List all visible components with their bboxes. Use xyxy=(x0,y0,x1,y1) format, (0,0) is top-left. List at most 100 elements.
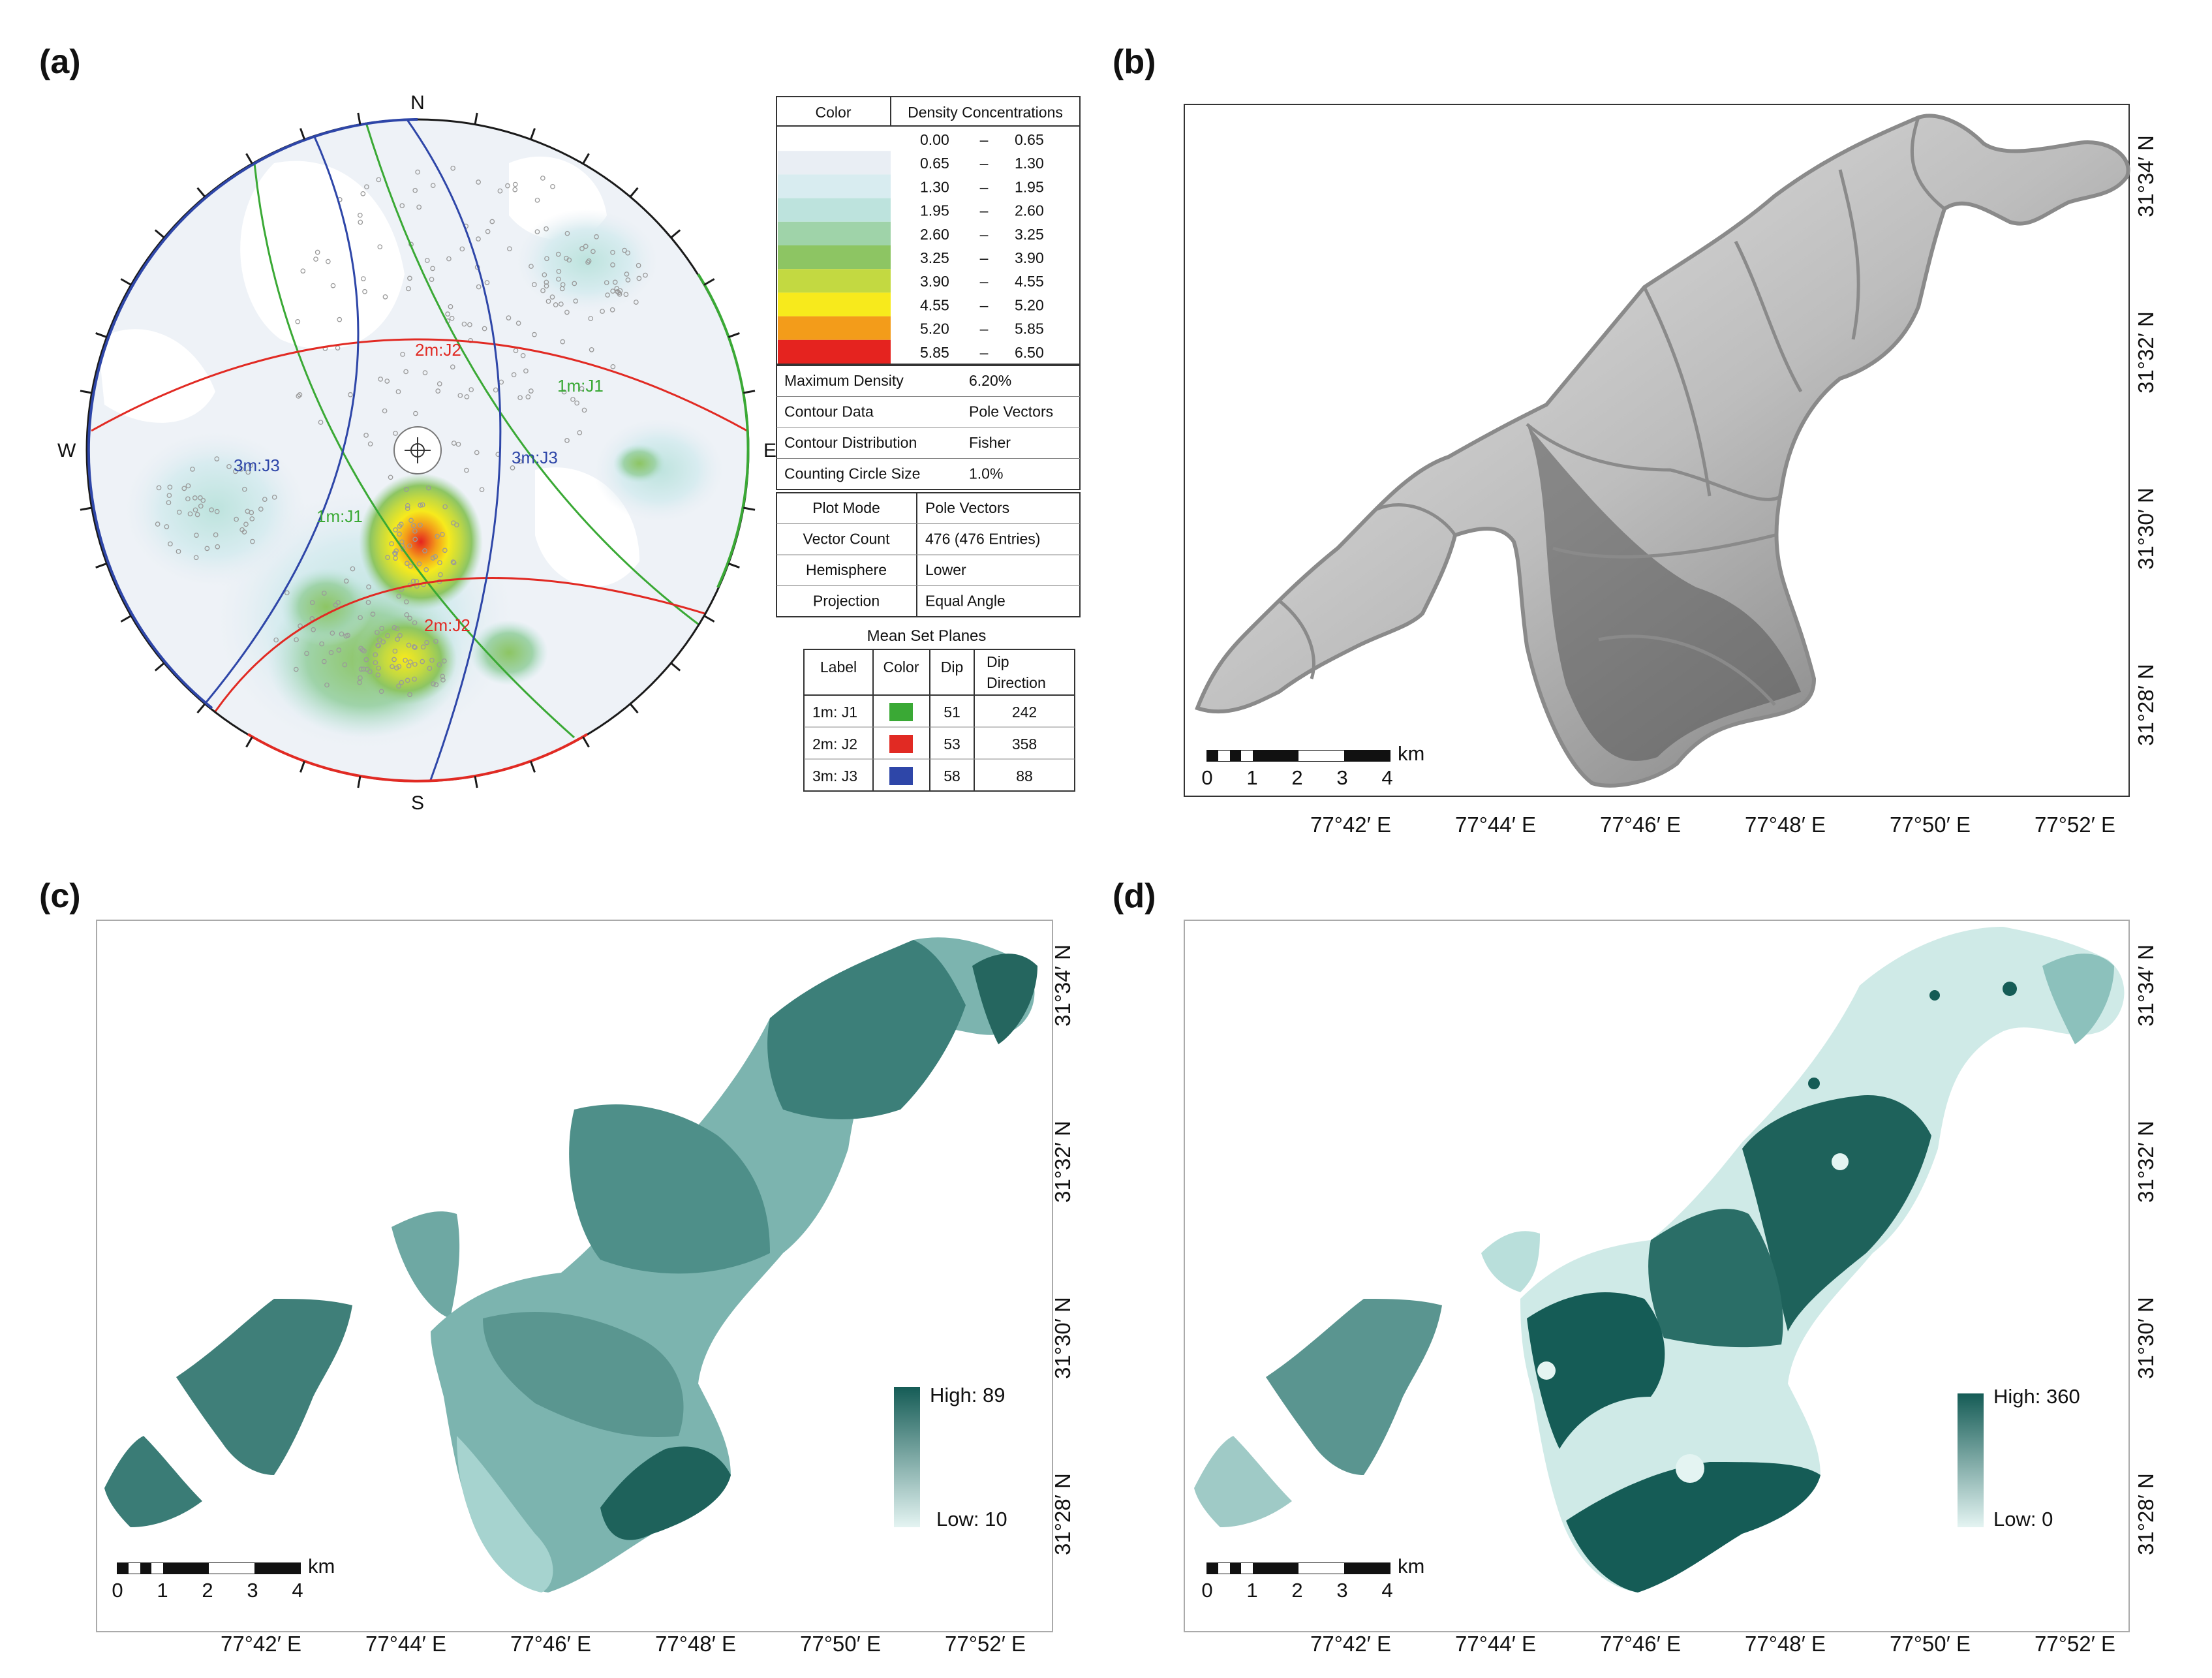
panel-c-region-south-light xyxy=(457,1436,553,1593)
pole-point xyxy=(435,388,441,394)
pole-point xyxy=(520,352,526,358)
stereonet-tick xyxy=(245,153,253,164)
pole-point xyxy=(336,647,342,653)
pole-point xyxy=(624,272,630,277)
pole-point xyxy=(394,626,400,631)
pole-point xyxy=(393,548,399,553)
pole-point xyxy=(378,689,384,694)
set-label-j1-secondary: 1m:J1 xyxy=(316,506,363,526)
panel-d-region-east-tip xyxy=(2042,954,2114,1044)
pole-point xyxy=(441,658,447,664)
density-legend-rows: 0.00 – 0.65 0.65 – 1.30 1.30 – 1.95 1.95 – 2.60 2.60… xyxy=(778,127,1044,364)
pole-point xyxy=(185,496,191,502)
pole-point xyxy=(416,561,422,567)
pole-point xyxy=(248,463,254,468)
stereonet-tick xyxy=(582,736,590,748)
plot-info-value: 476 (476 Entries) xyxy=(925,531,1040,548)
pole-point xyxy=(564,309,570,315)
pole-point xyxy=(427,666,433,671)
stereonet-tick xyxy=(670,662,681,672)
scalebar-tick-label: 0 xyxy=(112,1579,123,1602)
density-legend-color-header: Color xyxy=(816,104,852,121)
density-swatch xyxy=(778,174,891,198)
pole-point xyxy=(377,244,383,250)
panel-d-region-small-west xyxy=(1194,1436,1292,1527)
pole-point xyxy=(375,672,381,678)
pole-point xyxy=(489,219,495,225)
pole-point xyxy=(234,516,239,522)
stereonet-tick xyxy=(629,703,639,714)
scalebar-segment xyxy=(129,1563,140,1574)
panel-c-decorations: km 0 1 2 3 4 77°42′ E 77°44′ E 77°46′ E 77°48′ E 7… xyxy=(112,944,1075,1656)
mean-set-planes-dip-header: Dip xyxy=(941,659,964,676)
panel-c: (c) High: 89 Low: 10 xyxy=(39,877,1053,1632)
pole-point xyxy=(213,532,219,538)
lon-label: 77°50′ E xyxy=(1890,1632,1971,1656)
mean-set-planes-frame xyxy=(803,649,1075,792)
pole-point xyxy=(166,500,172,505)
pole-point xyxy=(493,387,499,393)
pole-point xyxy=(390,664,395,670)
mean-set-planes-title: Mean Set Planes xyxy=(867,627,987,645)
pole-point xyxy=(348,392,353,397)
lat-label: 31°34′ N xyxy=(2134,944,2158,1027)
pole-point xyxy=(395,636,400,642)
panel-b-subbasin-line-8 xyxy=(1598,634,1776,706)
panel-d-color-ramp: High: 360 Low: 0 xyxy=(1958,1385,2080,1530)
pole-point xyxy=(579,246,585,251)
pole-point xyxy=(400,352,405,357)
panel-c-region-mid-dark xyxy=(569,1104,770,1274)
pole-point xyxy=(512,181,518,187)
lon-label: 77°48′ E xyxy=(1745,1632,1826,1656)
density-dash: – xyxy=(980,202,989,219)
pole-point xyxy=(335,600,341,606)
mean-row-dipdir: 242 xyxy=(1012,704,1037,721)
pole-point xyxy=(382,294,388,300)
pole-point xyxy=(429,277,435,282)
pole-point xyxy=(455,441,461,447)
pole-point xyxy=(343,633,349,639)
scalebar-tick-label: 4 xyxy=(1381,766,1392,789)
pole-point xyxy=(529,264,534,269)
density-contours xyxy=(98,156,724,751)
panel-d-spot-4 xyxy=(2003,982,2017,996)
scalebar-unit: km xyxy=(1398,742,1424,765)
pole-point xyxy=(393,551,398,557)
stereonet-tick xyxy=(80,390,92,394)
pole-point xyxy=(192,507,198,513)
scalebar-tick-label: 2 xyxy=(1291,1579,1302,1602)
pole-point xyxy=(461,321,467,327)
pole-point xyxy=(330,630,335,636)
lat-label: 31°30′ N xyxy=(1051,1297,1075,1379)
panel-c-region-southeast-dark xyxy=(600,1446,731,1540)
pole-point xyxy=(397,531,402,537)
pole-point xyxy=(379,625,384,631)
stereonet-tick xyxy=(300,760,306,773)
pole-point xyxy=(215,544,221,550)
pole-point xyxy=(430,266,435,272)
stereonet-tick xyxy=(728,332,740,339)
pole-point xyxy=(515,320,521,326)
panel-d-decorations: km 0 1 2 3 4 77°42′ E 77°44′ E 77°46′ E 77°48′ E 7… xyxy=(1201,944,2158,1656)
panel-b-ridge-shadow xyxy=(1527,424,1801,761)
panel-b-subbasin-line-9 xyxy=(1910,117,1946,210)
mean-row-color xyxy=(889,767,913,785)
j2-great-circle-primary xyxy=(91,338,748,432)
panel-d-spot-1 xyxy=(1537,1361,1556,1380)
panel-d-label: (d) xyxy=(1113,877,1156,915)
stats-label: Contour Distribution xyxy=(784,434,917,451)
density-dash: – xyxy=(980,249,989,266)
pole-point xyxy=(559,286,565,292)
panel-d: (d) High: 360 Low: 0 xyxy=(1113,877,2130,1632)
pole-point xyxy=(339,631,345,637)
pole-point xyxy=(376,665,381,671)
pole-point xyxy=(437,560,442,565)
pole-point xyxy=(564,230,570,236)
stereonet-tick xyxy=(120,615,132,623)
pole-point xyxy=(643,272,648,278)
scalebar-tick-label: 0 xyxy=(1201,1579,1212,1602)
pole-point xyxy=(293,666,299,672)
panel-d-spot-6 xyxy=(1808,1078,1820,1089)
pole-point xyxy=(572,281,577,287)
pole-point xyxy=(422,548,427,553)
